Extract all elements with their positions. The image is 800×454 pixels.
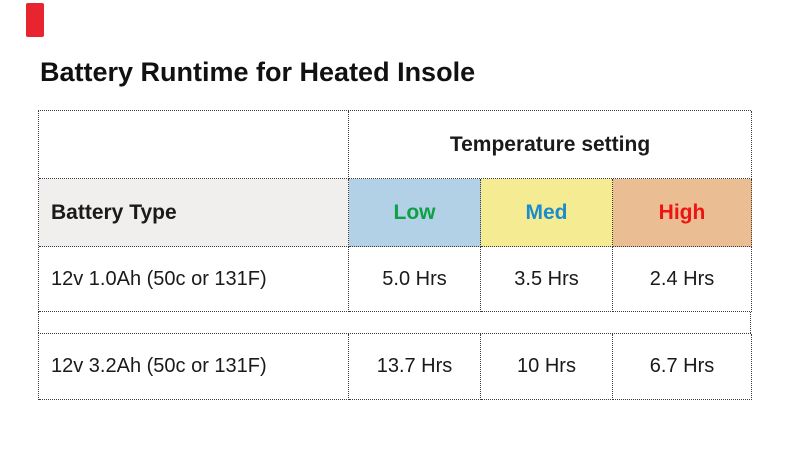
runtime-med-cell: 10 Hrs xyxy=(481,334,613,400)
runtime-low-cell: 5.0 Hrs xyxy=(349,247,481,312)
battery-type-cell: 12v 1.0Ah (50c or 131F) xyxy=(39,247,349,312)
battery-type-cell: 12v 3.2Ah (50c or 131F) xyxy=(39,334,349,400)
temperature-setting-header: Temperature setting xyxy=(349,111,752,179)
setting-header-high: High xyxy=(613,179,752,247)
table-spacer-row xyxy=(38,312,751,333)
runtime-low-cell: 13.7 Hrs xyxy=(349,334,481,400)
battery-runtime-table: Temperature setting Battery Type Low Med… xyxy=(38,110,752,400)
table-main-section: Temperature setting Battery Type Low Med… xyxy=(38,110,752,312)
table-second-section: 12v 3.2Ah (50c or 131F) 13.7 Hrs 10 Hrs … xyxy=(38,333,752,400)
runtime-high-cell: 2.4 Hrs xyxy=(613,247,752,312)
page-title: Battery Runtime for Heated Insole xyxy=(40,57,476,87)
battery-type-header: Battery Type xyxy=(39,179,349,247)
corner-empty-cell xyxy=(39,111,349,179)
red-marker xyxy=(26,3,44,37)
runtime-high-cell: 6.7 Hrs xyxy=(613,334,752,400)
runtime-med-cell: 3.5 Hrs xyxy=(481,247,613,312)
setting-header-med: Med xyxy=(481,179,613,247)
setting-header-low: Low xyxy=(349,179,481,247)
